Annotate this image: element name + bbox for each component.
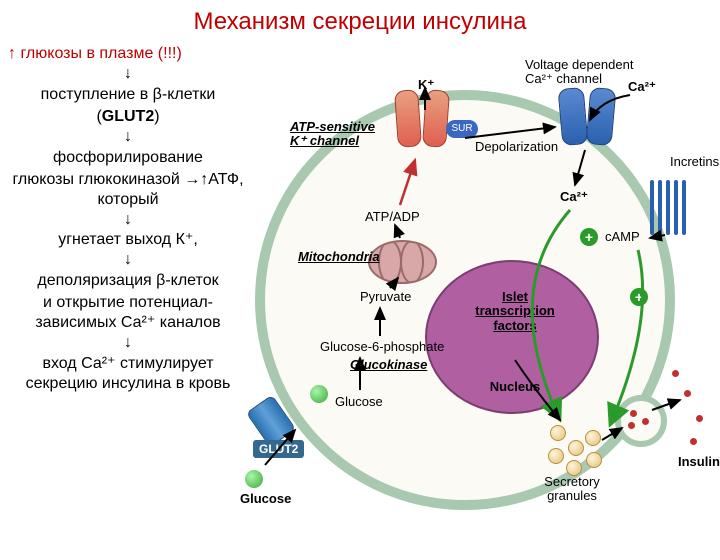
depolarization-label: Depolarization xyxy=(475,140,558,154)
arrow-down-5: ↓ xyxy=(8,335,248,352)
step-2a: поступление в β-клетки xyxy=(8,85,248,105)
steps-column: ↑ глюкозы в плазме (!!!) ↓ поступление в… xyxy=(8,42,248,396)
glucose-label: Glucose xyxy=(240,492,291,506)
secretory-label: Secretorygranules xyxy=(532,475,612,504)
step-4: глюкозы глюкокиназой →↑АТФ, который xyxy=(8,170,248,210)
mitochondria-label: Mitochondria xyxy=(298,250,380,264)
sur-subunit: SUR xyxy=(446,120,478,138)
step-2b: (GLUT2) xyxy=(8,107,248,127)
glucose-dot-out xyxy=(245,470,263,488)
exocytosis-vesicle xyxy=(615,395,667,447)
incretin-receptor xyxy=(650,180,690,235)
atp-channel-label: ATP-sensitiveK⁺ channel xyxy=(290,120,375,149)
insulin-dot-4 xyxy=(672,370,679,377)
plus-icon-1: + xyxy=(580,228,598,246)
arrow-down-2: ↓ xyxy=(8,129,248,146)
step-3: фосфорилирование xyxy=(8,148,248,168)
insulin-dot-7 xyxy=(690,438,697,445)
glucose-dot-in xyxy=(310,385,328,403)
ca-channel xyxy=(560,88,615,143)
glucose-label-2: Glucose xyxy=(335,395,383,409)
nucleus-label: Nucleus xyxy=(480,380,550,394)
itf-label: Islet transcription factors xyxy=(465,290,565,333)
granule-1 xyxy=(550,425,566,441)
arrow-down-4: ↓ xyxy=(8,252,248,269)
step-5: угнетает выход К⁺, xyxy=(8,230,248,250)
ca-out-label: Ca²⁺ xyxy=(628,80,656,94)
insulin-dot-3 xyxy=(628,422,635,429)
step-7: и открытие потенциал-зависимых Са²⁺ кана… xyxy=(8,293,248,333)
insulin-dot-6 xyxy=(696,415,703,422)
cell-diagram: Islet transcription factors Nucleus GLUT… xyxy=(250,60,720,540)
incretins-label: Incretins xyxy=(670,155,719,169)
insulin-dot-2 xyxy=(642,418,649,425)
glut2-tag: GLUT2 xyxy=(253,440,304,458)
arrow-down-1: ↓ xyxy=(8,66,248,83)
granule-4 xyxy=(585,430,601,446)
insulin-label: Insulin xyxy=(678,455,720,469)
pyruvate-label: Pyruvate xyxy=(360,290,411,304)
insulin-dot-5 xyxy=(684,390,691,397)
camp-label: cAMP xyxy=(605,230,640,244)
page-title: Механизм секреции инсулина xyxy=(0,8,720,36)
granule-2 xyxy=(568,440,584,456)
step-6: деполяризация β-клеток xyxy=(8,271,248,291)
arrow-down-3: ↓ xyxy=(8,212,248,229)
k-channel: SUR xyxy=(390,90,460,150)
insulin-dot-1 xyxy=(630,410,637,417)
granule-5 xyxy=(586,452,602,468)
step-1: ↑ глюкозы в плазме (!!!) xyxy=(8,44,248,64)
atpadp-label: ATP/ADP xyxy=(365,210,420,224)
glut2-transporter: GLUT2 xyxy=(255,400,295,440)
k-plus-label: K⁺ xyxy=(418,78,434,92)
granule-3 xyxy=(548,448,564,464)
g6p-label: Glucose-6-phosphate xyxy=(320,340,444,354)
plus-icon-2: + xyxy=(630,288,648,306)
step-8: вход Са²⁺ стимулирует секрецию инсулина … xyxy=(8,354,248,394)
glucokinase-label: Glucokinase xyxy=(350,358,427,372)
ca-in-label: Ca²⁺ xyxy=(560,190,588,204)
